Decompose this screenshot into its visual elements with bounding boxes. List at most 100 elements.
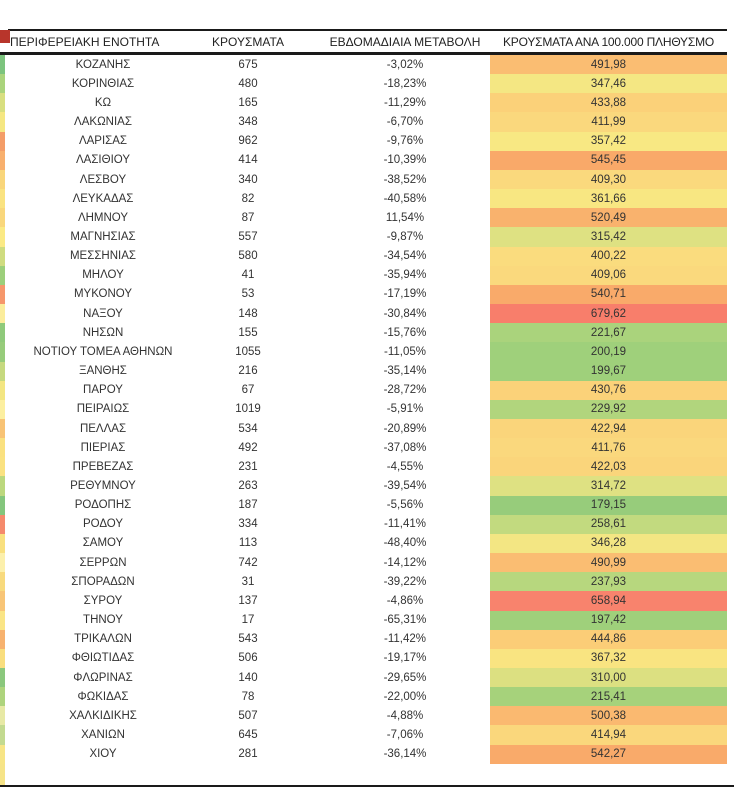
weekly-change-cell: -9,87% xyxy=(386,230,424,243)
cases-cell: 67 xyxy=(241,384,255,397)
weekly-change-cell: -37,08% xyxy=(383,441,427,454)
weekly-change-cell: -19,17% xyxy=(383,652,427,665)
cases-cell: 1055 xyxy=(235,345,261,358)
region-name-cell: ΦΘΙΩΤΙΔΑΣ xyxy=(71,652,135,665)
region-name-cell: ΦΩΚΙΔΑΣ xyxy=(77,690,129,703)
cases-cell: 281 xyxy=(238,748,258,761)
region-name-cell: ΠΙΕΡΙΑΣ xyxy=(80,441,126,454)
edge-strip-segment xyxy=(0,55,5,75)
weekly-change-cell: -11,29% xyxy=(384,96,426,109)
region-name-cell: ΜΗΛΟΥ xyxy=(82,269,124,282)
cases-cell: 348 xyxy=(238,116,258,129)
table-row: ΝΟΤΙΟΥ ΤΟΜΕΑ ΑΘΗΝΩΝ 1055 -11,05% 200,19 xyxy=(8,342,727,362)
cases-per-100k-cell: 409,06 xyxy=(490,265,727,285)
table-row: ΡΟΔΟΥ 334 -11,41% 258,61 xyxy=(8,514,727,534)
cases-per-100k-cell: 237,93 xyxy=(490,572,727,592)
cases-cell: 155 xyxy=(238,326,258,339)
edge-strip-segment xyxy=(0,610,5,630)
region-name-cell: ΝΗΣΩΝ xyxy=(82,326,124,339)
edge-strip-segment xyxy=(0,457,5,477)
cases-cell: 148 xyxy=(238,307,258,320)
cases-cell: 534 xyxy=(238,422,258,435)
cases-cell: 506 xyxy=(238,652,258,665)
table-row: ΠΕΙΡΑΙΩΣ 1019 -5,91% 229,92 xyxy=(8,399,727,419)
region-name-cell: ΝΑΞΟΥ xyxy=(83,307,123,320)
cases-cell: 580 xyxy=(238,250,258,263)
cases-cell: 557 xyxy=(238,230,258,243)
cases-per-100k-cell: 520,49 xyxy=(490,208,727,228)
edge-strip-segment xyxy=(0,93,5,113)
table-body: ΚΟΖΑΝΗΣ 675 -3,02% 491,98 ΚΟΡΙΝΘΙΑΣ 480 -18,23… xyxy=(8,55,727,764)
table-row: ΝΑΞΟΥ 148 -30,84% 679,62 xyxy=(8,304,727,324)
region-name-cell: ΛΗΜΝΟΥ xyxy=(77,211,129,224)
weekly-change-cell: -17,19% xyxy=(383,288,427,301)
region-name-cell: ΜΕΣΣΗΝΙΑΣ xyxy=(69,250,137,263)
edge-strip-segment xyxy=(0,572,5,592)
left-color-edge-strip xyxy=(0,55,5,785)
table-row: ΦΛΩΡΙΝΑΣ 140 -29,65% 310,00 xyxy=(8,668,727,688)
edge-strip-segment xyxy=(0,246,5,266)
cases-per-100k-cell: 433,88 xyxy=(490,93,727,113)
weekly-change-cell: -18,23% xyxy=(383,77,427,90)
table-row: ΜΑΓΝΗΣΙΑΣ 557 -9,87% 315,42 xyxy=(8,227,727,247)
table-top-border xyxy=(8,29,727,31)
edge-strip-segment xyxy=(0,629,5,649)
cases-cell: 41 xyxy=(241,269,255,282)
table-row: ΣΕΡΡΩΝ 742 -14,12% 490,99 xyxy=(8,553,727,573)
cases-per-100k-cell: 229,92 xyxy=(490,399,727,419)
table-row: ΧΙΟΥ 281 -36,14% 542,27 xyxy=(8,744,727,764)
cases-per-100k-cell: 411,99 xyxy=(490,112,727,132)
cases-cell: 165 xyxy=(238,96,258,109)
edge-strip-footer xyxy=(0,763,5,785)
edge-strip-segment xyxy=(0,189,5,209)
cases-per-100k-cell: 430,76 xyxy=(490,380,727,400)
cases-per-100k-cell: 197,42 xyxy=(490,610,727,630)
cases-per-100k-cell: 315,42 xyxy=(490,227,727,247)
cases-cell: 263 xyxy=(238,480,258,493)
cases-cell: 492 xyxy=(238,441,258,454)
region-name-cell: ΤΗΝΟΥ xyxy=(83,614,123,627)
table-row: ΡΕΘΥΜΝΟΥ 263 -39,54% 314,72 xyxy=(8,476,727,496)
cases-cell: 507 xyxy=(238,709,258,722)
weekly-change-cell: -4,55% xyxy=(386,460,424,473)
region-name-cell: ΛΕΣΒΟΥ xyxy=(79,173,127,186)
table-header-row: ΠΕΡΙΦΕΡΕΙΑΚΗ ΕΝΟΤΗΤΑ ΚΡΟΥΣΜΑΤΑ ΕΒΔΟΜΑΔΙΑ… xyxy=(8,31,727,52)
region-name-cell: ΣΥΡΟΥ xyxy=(83,594,123,607)
edge-strip-segment xyxy=(0,438,5,458)
cases-cell: 140 xyxy=(238,671,258,684)
edge-strip-segment xyxy=(0,706,5,726)
cases-per-100k-cell: 545,45 xyxy=(490,150,727,170)
edge-strip-segment xyxy=(0,725,5,745)
region-name-cell: ΧΑΝΙΩΝ xyxy=(81,729,125,742)
table-bottom-border xyxy=(0,785,734,787)
cases-cell: 31 xyxy=(241,575,255,588)
table-row: ΛΕΣΒΟΥ 340 -38,52% 409,30 xyxy=(8,169,727,190)
cases-cell: 675 xyxy=(238,58,258,71)
cases-per-100k-cell: 400,22 xyxy=(490,246,727,266)
column-header-cases: ΚΡΟΥΣΜΑΤΑ xyxy=(212,34,284,49)
edge-strip-segment xyxy=(0,150,5,170)
table-row: ΠΕΛΛΑΣ 534 -20,89% 422,94 xyxy=(8,418,727,439)
edge-strip-segment xyxy=(0,399,5,419)
table-row: ΦΘΙΩΤΙΔΑΣ 506 -19,17% 367,32 xyxy=(8,648,727,668)
cases-cell: 645 xyxy=(238,729,258,742)
weekly-change-cell: -40,58% xyxy=(383,192,427,205)
table-row: ΤΗΝΟΥ 17 -65,31% 197,42 xyxy=(8,610,727,630)
table-row: ΛΗΜΝΟΥ 87 11,54% 520,49 xyxy=(8,208,727,228)
column-header-cases-per-100k: ΚΡΟΥΣΜΑΤΑ ΑΝΑ 100.000 ΠΛΗΘΥΣΜΟ xyxy=(502,34,715,49)
region-name-cell: ΠΕΛΛΑΣ xyxy=(79,422,127,435)
weekly-change-cell: -5,91% xyxy=(386,403,424,416)
table-row: ΠΡΕΒΕΖΑΣ 231 -4,55% 422,03 xyxy=(8,457,727,477)
edge-strip-segment xyxy=(0,514,5,534)
weekly-change-cell: -15,76% xyxy=(383,326,427,339)
weekly-change-cell: -38,52% xyxy=(383,173,427,186)
cases-cell: 543 xyxy=(238,633,258,646)
cases-cell: 87 xyxy=(241,211,255,224)
weekly-change-cell: -14,12% xyxy=(383,556,427,569)
cases-cell: 962 xyxy=(238,135,258,148)
cases-cell: 334 xyxy=(238,518,258,531)
edge-strip-segment xyxy=(0,744,5,764)
region-name-cell: ΧΙΟΥ xyxy=(89,748,117,761)
region-name-cell: ΠΡΕΒΕΖΑΣ xyxy=(72,460,134,473)
